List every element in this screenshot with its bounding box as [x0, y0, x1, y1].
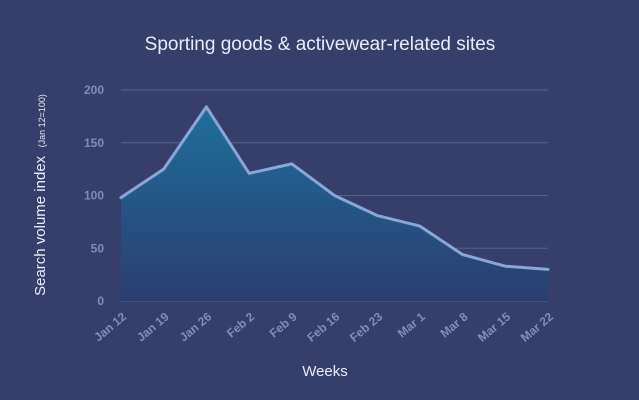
x-tick-label: Jan 26 [177, 309, 215, 344]
x-tick-label: Jan 19 [134, 309, 172, 344]
y-tick-label: 0 [97, 294, 104, 308]
y-axis-label-note: (Jan 12=100) [37, 94, 47, 147]
y-tick-label: 50 [91, 241, 105, 255]
y-axis-label-group: Search volume index (Jan 12=100) [32, 94, 49, 296]
area-fill [121, 106, 548, 301]
x-axis-label: Weeks [302, 363, 348, 380]
svg-text:Search volume index (Jan: Search volume index (Jan 12=100) [32, 94, 49, 296]
chart-title: Sporting goods & activewear-related site… [145, 34, 496, 55]
x-tick-label: Feb 23 [347, 309, 385, 344]
x-tick-label: Feb 2 [224, 309, 257, 340]
x-tick-label: Mar 8 [438, 309, 471, 340]
y-axis-label: Search volume index [32, 155, 49, 296]
x-tick-label: Feb 16 [304, 309, 342, 344]
x-tick-label: Mar 15 [475, 309, 513, 344]
x-tick-label: Feb 9 [267, 309, 300, 340]
y-axis-ticks: 0 50 100 150 200 [84, 83, 104, 308]
series-line [119, 105, 550, 271]
y-tick-label: 200 [84, 83, 104, 97]
x-axis-ticks: Jan 12 Jan 19 Jan 26 Feb 2 Feb 9 Feb 16 Feb 23… [91, 309, 556, 344]
y-tick-label: 100 [84, 189, 104, 203]
x-tick-label: Mar 22 [518, 309, 556, 344]
y-tick-label: 150 [84, 136, 104, 150]
x-tick-label: Mar 1 [395, 309, 428, 340]
x-tick-label: Jan 12 [91, 309, 129, 344]
